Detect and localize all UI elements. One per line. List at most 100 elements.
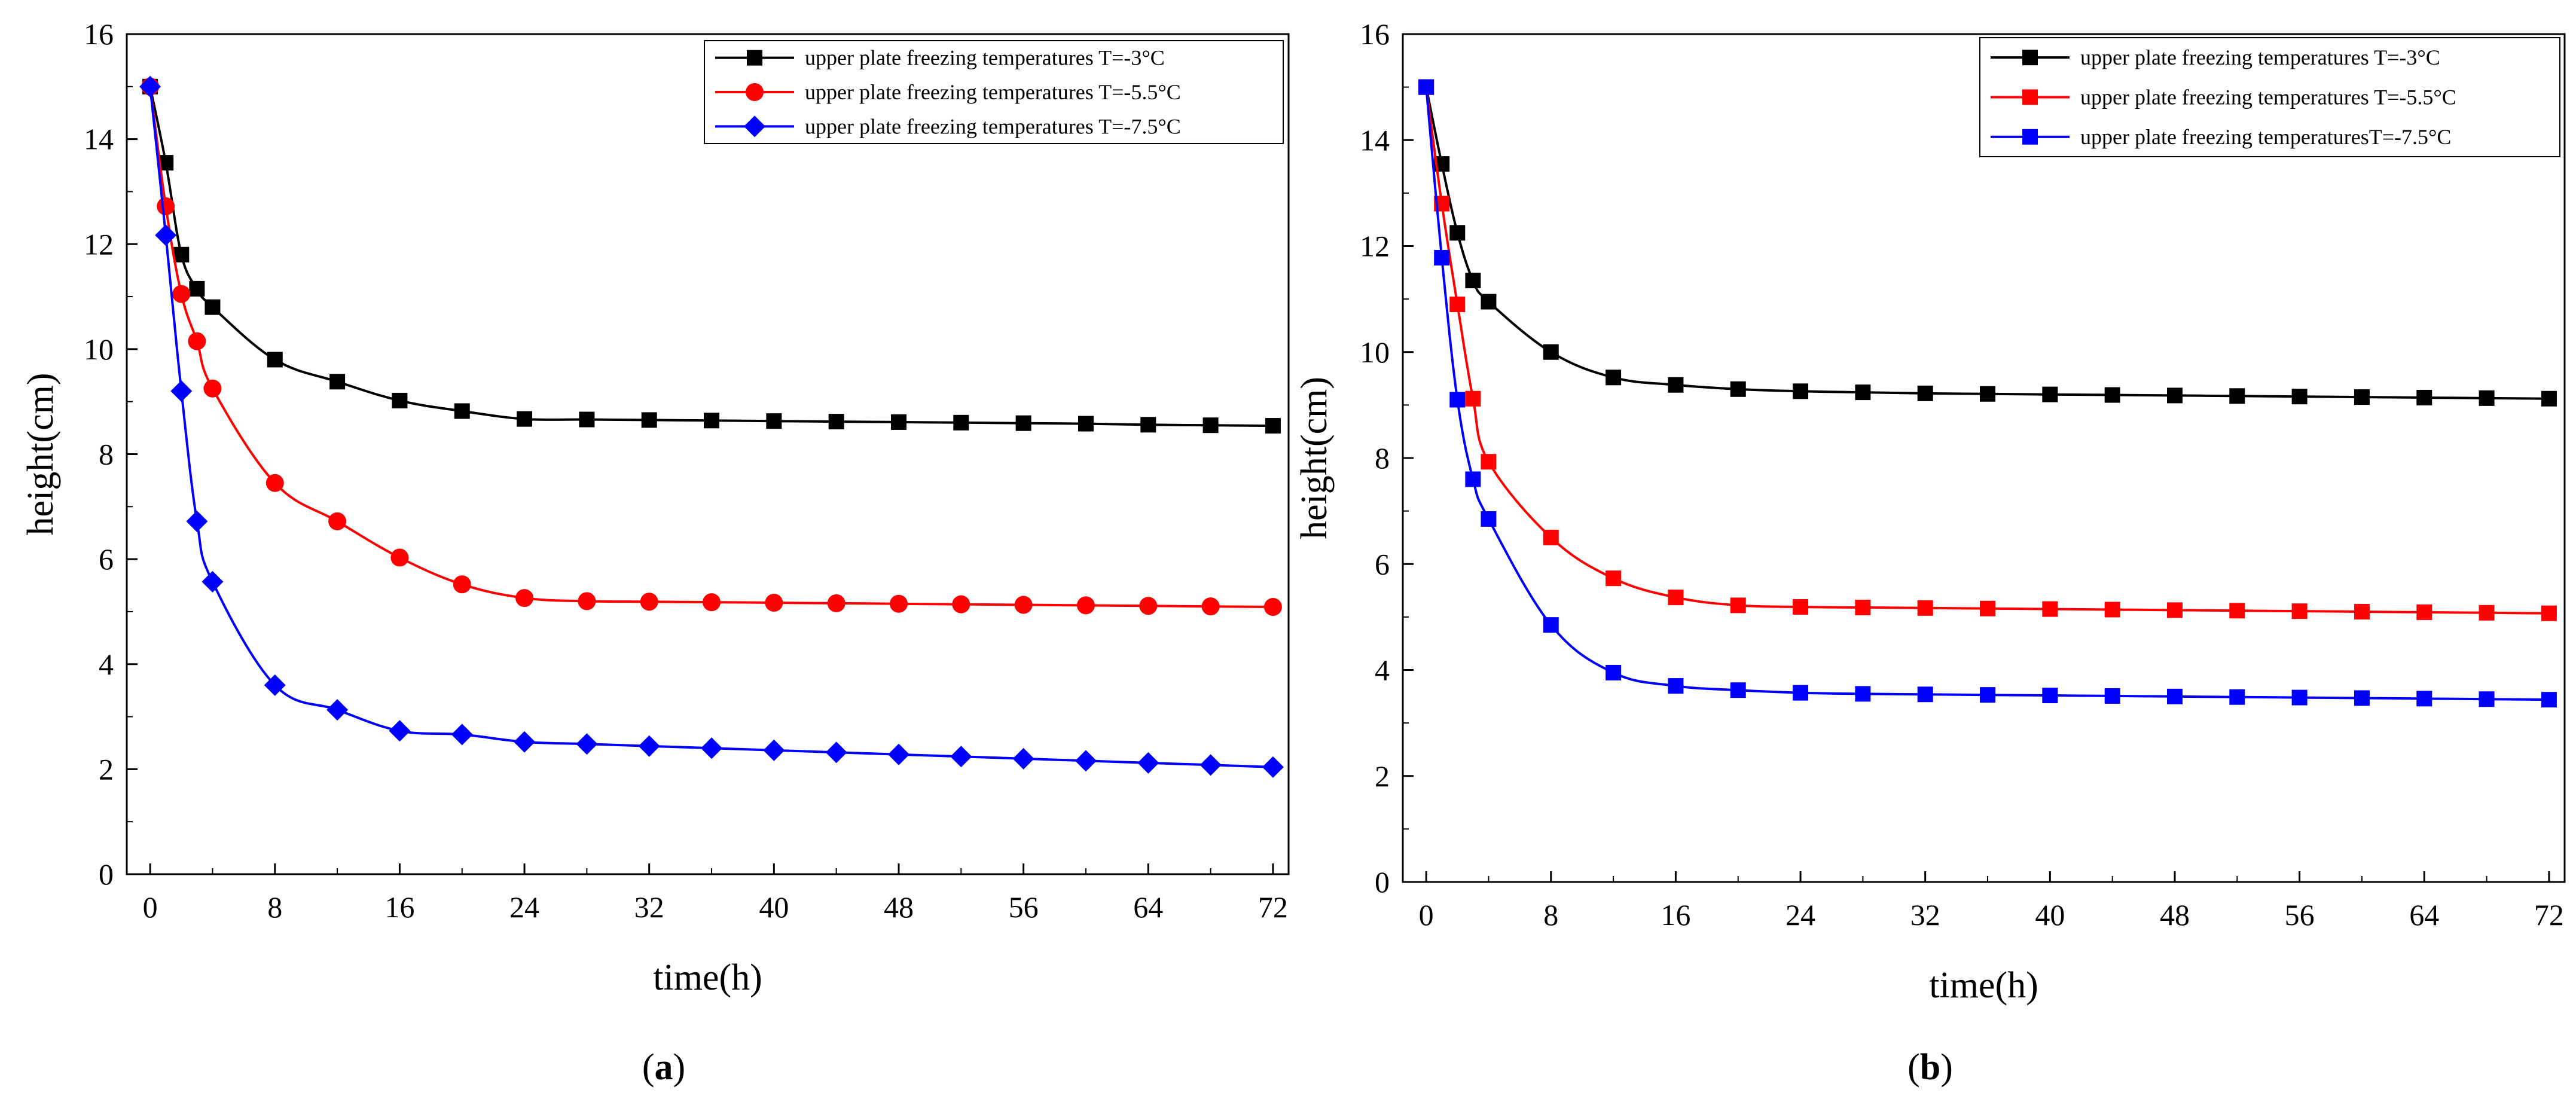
- panel-b-series-1-point: [1668, 377, 1684, 393]
- panel-b-series-1-point: [1543, 344, 1559, 360]
- panel-a-y-tick-label: 14: [84, 123, 114, 156]
- panel-b-series-1-point: [2416, 389, 2432, 405]
- panel-a-series-1-point: [704, 413, 720, 429]
- panel-b-series-1-point: [2291, 389, 2308, 405]
- panel-b-y-tick-label: 8: [1375, 441, 1390, 475]
- panel-a-series-2-point: [827, 594, 846, 612]
- panel-a-series-1-point: [517, 411, 533, 427]
- panel-b-series-3-point: [1668, 678, 1684, 694]
- panel-a-series-1-point: [579, 411, 595, 428]
- panel-a-series-1-point: [1078, 416, 1094, 432]
- panel-a-x-tick-label: 40: [759, 890, 789, 924]
- panel-b-legend-marker-2: [2022, 89, 2038, 105]
- panel-a-series-2-point: [1263, 598, 1282, 616]
- panel-b-series-1-point: [1917, 385, 1933, 401]
- panel-a-series-3-point: [887, 743, 909, 765]
- panel-b-series-2-point: [1543, 529, 1559, 545]
- panel-b-x-tick-label: 56: [2285, 898, 2315, 932]
- panel-a-series-3-point: [576, 733, 598, 755]
- panel-b-x-tick-label: 0: [1419, 898, 1434, 932]
- panel-b-y-tick-label: 6: [1375, 547, 1390, 581]
- panel-b-series-3-point: [2042, 688, 2058, 704]
- panel-a-y-tick-label: 8: [99, 438, 114, 471]
- panel-a-series-1-point: [1015, 415, 1031, 431]
- panel-b-series-1-point: [1855, 384, 1871, 401]
- panel-a-x-tick-label: 72: [1258, 890, 1288, 924]
- panel-b-series-line-1: [1425, 87, 2549, 400]
- panel-b-series-3-point: [1855, 686, 1871, 702]
- panel-a-series-3-point: [1012, 747, 1034, 770]
- panel-b-series-3-point: [2416, 691, 2432, 707]
- panel-a-series-3-point: [186, 510, 208, 532]
- panel-b-x-tick-label: 16: [1661, 898, 1690, 932]
- panel-a-series-1-point: [392, 392, 408, 408]
- panel-b-series-3-point: [1434, 249, 1450, 265]
- panel-b-series-2-point: [1465, 390, 1481, 407]
- panel-b-series-2-point: [2104, 602, 2120, 618]
- panel-a-legend-entry-2: upper plate freezing temperatures T=-5.5…: [805, 80, 1181, 104]
- panel-b-series-1-point: [1980, 386, 1996, 402]
- panel-a-y-tick-label: 16: [84, 17, 114, 51]
- panel-a-series-line-3: [149, 86, 1273, 768]
- panel-b-series-3-point: [2354, 690, 2370, 706]
- panel-a-series-2-point: [1014, 596, 1033, 614]
- panel-b-series-1-point: [2166, 387, 2183, 404]
- panel-b-legend-box: [1979, 37, 2560, 157]
- panel-b-y-tick-label: 14: [1360, 123, 1390, 157]
- panel-b-legend-entry-1: upper plate freezing temperatures T=-3°C: [2080, 45, 2440, 69]
- panel-b-series-3-point: [1730, 682, 1746, 698]
- panel-a-y-tick-label: 4: [99, 648, 114, 681]
- panel-b-series-2-point: [2479, 605, 2495, 621]
- panel-b-y-axis-label: height(cm): [1294, 377, 1335, 539]
- panel-a-series-line-1: [149, 86, 1273, 428]
- panel-a-x-tick-label: 0: [143, 890, 158, 924]
- panel-b-series-2-point: [1793, 599, 1809, 615]
- panel-b-y-tick-label: 10: [1360, 335, 1390, 369]
- panel-a-series-2-point: [765, 594, 783, 612]
- panel-a-series-2-point: [1201, 597, 1220, 616]
- panel-a-series-2-point: [703, 593, 721, 612]
- panel-a-series-1-point: [205, 299, 221, 315]
- panel-b-y-tick-label: 0: [1375, 865, 1390, 899]
- panel-b-series-1-point: [1449, 225, 1466, 241]
- panel-b-series-1-point: [1730, 381, 1746, 397]
- panel-b-series-2-point: [1481, 454, 1497, 470]
- panel-b-series-2-point: [1730, 597, 1746, 613]
- panel-a-series-1-point: [641, 412, 657, 428]
- panel-a-series-3-point: [389, 720, 411, 742]
- panel-a-legend-marker-3: [744, 115, 765, 138]
- panel-b-series-1-point: [1465, 273, 1481, 289]
- panel-b-x-tick-label: 64: [2409, 898, 2439, 932]
- panel-a-x-tick-label: 32: [634, 890, 664, 924]
- panel-b-series-2-point: [1668, 590, 1684, 606]
- panel-a-series-3-point: [514, 731, 536, 753]
- panel-b-x-axis-label: time(h): [1929, 965, 2038, 1006]
- panel-a-series-1-point: [189, 280, 205, 297]
- panel-b-series-2-point: [2541, 605, 2557, 621]
- panel-a-legend-entry-3: upper plate freezing temperatures T=-7.5…: [805, 114, 1181, 138]
- panel-a-series-2-point: [172, 285, 191, 303]
- panel-a-legend-box: [704, 40, 1284, 144]
- panel-b-series-2-point: [1855, 599, 1871, 615]
- panel-b-series-1-point: [2354, 389, 2370, 405]
- panel-a-series-2-point: [188, 332, 206, 350]
- panel-a-x-tick-label: 64: [1133, 890, 1163, 924]
- panel-b-series-2-point: [2354, 604, 2370, 620]
- panel-b-series-3-point: [1980, 687, 1996, 703]
- panel-a-series-1-point: [267, 352, 283, 368]
- panel-a-y-tick-label: 12: [84, 227, 114, 261]
- panel-a-series-2-point: [640, 593, 658, 611]
- panel-a-legend-marker-1: [747, 50, 762, 66]
- panel-b-caption: (b): [1907, 1047, 1953, 1088]
- panel-a-series-2-point: [889, 594, 908, 613]
- panel-b-series-3-point: [2229, 689, 2245, 705]
- panel-b-series-2-point: [1917, 600, 1933, 616]
- panel-a-x-tick-label: 56: [1009, 890, 1039, 924]
- panel-b-series-3-point: [1917, 686, 1933, 703]
- panel-a-series-3-point: [701, 737, 723, 759]
- panel-a-y-axis-label: height(cm): [20, 373, 61, 535]
- panel-a-series-2-point: [578, 592, 596, 611]
- panel-b-series-3-point: [1418, 79, 1434, 95]
- panel-a-series-1-point: [1265, 418, 1281, 434]
- panel-a-series-3-point: [1075, 750, 1097, 772]
